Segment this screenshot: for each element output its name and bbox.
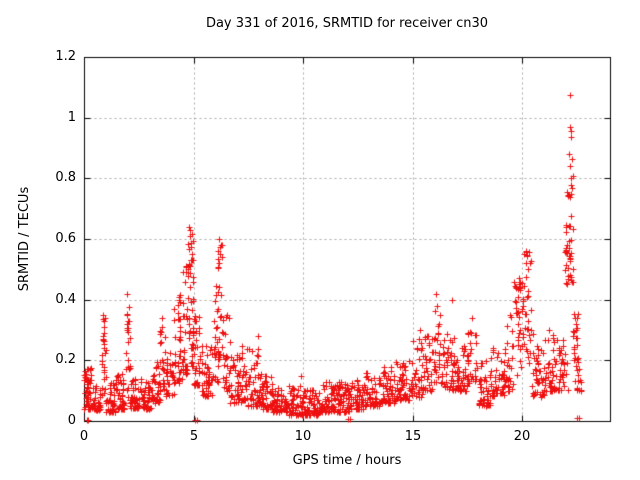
y-tick-label: 0.8 (55, 170, 76, 185)
y-tick-label: 0.2 (55, 352, 76, 367)
x-tick-label: 10 (294, 429, 312, 444)
y-tick-label: 0 (67, 413, 76, 428)
y-tick-label: 1.2 (55, 49, 76, 64)
x-tick-label: 20 (513, 429, 531, 444)
y-tick-label: 0.4 (55, 292, 76, 307)
x-axis-label: GPS time / hours (292, 453, 402, 468)
y-tick-label: 1 (67, 110, 76, 125)
y-tick-label: 0.6 (55, 231, 76, 246)
x-tick-label: 5 (189, 429, 199, 444)
x-tick-label: 0 (79, 429, 89, 444)
chart-title: Day 331 of 2016, SRMTID for receiver cn3… (205, 16, 489, 31)
x-tick-label: 15 (404, 429, 422, 444)
